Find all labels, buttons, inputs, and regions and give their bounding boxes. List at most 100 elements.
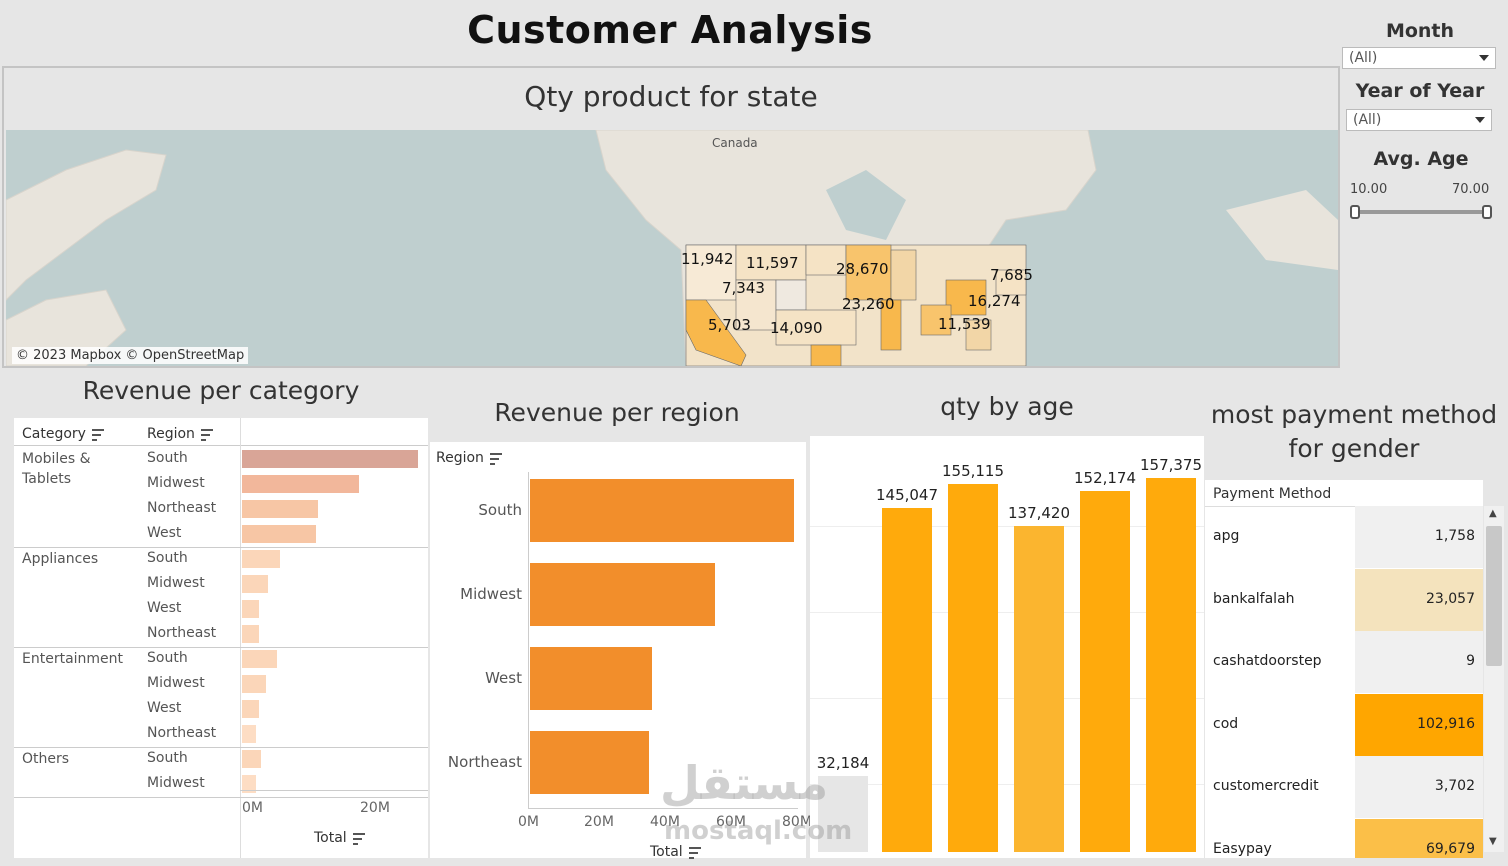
chevron-down-icon <box>1475 117 1485 123</box>
region-label: Northeast <box>147 625 217 641</box>
axis-line <box>528 808 798 809</box>
payment-value: 1,758 <box>1434 528 1475 544</box>
category-bar[interactable] <box>242 675 267 693</box>
column-header-payment-method[interactable]: Payment Method <box>1213 486 1332 502</box>
scrollbar[interactable]: ▲ ▼ <box>1484 506 1504 852</box>
sort-icon[interactable] <box>200 429 213 441</box>
state-value-label: 11,942 <box>681 250 734 268</box>
watermark-text: mostaql.com <box>664 816 853 846</box>
data-label: 145,047 <box>875 485 939 504</box>
category-bar[interactable] <box>242 750 261 768</box>
region-label: South <box>147 750 188 766</box>
column-header-category[interactable]: Category <box>22 426 104 442</box>
axis-line <box>528 472 529 808</box>
age-slider-max-handle[interactable] <box>1482 205 1492 219</box>
region-bar[interactable] <box>530 647 653 710</box>
category-bar[interactable] <box>242 625 260 643</box>
region-label: South <box>147 450 188 466</box>
age-bar[interactable] <box>882 507 932 852</box>
column-header-region-label: Region <box>147 426 195 442</box>
divider <box>14 797 428 798</box>
category-bar[interactable] <box>242 475 360 493</box>
payment-value: 9 <box>1466 653 1475 669</box>
category-bar[interactable] <box>242 775 256 793</box>
axis-tick-label: 20M <box>584 814 614 830</box>
age-bar[interactable] <box>1014 525 1064 852</box>
payment-method-label: cashatdoorstep <box>1213 653 1322 669</box>
region-axis-label: Northeast <box>447 753 522 771</box>
axis-tick-label: 80M <box>782 814 812 830</box>
payment-value-cell[interactable] <box>1355 818 1483 858</box>
payment-method-label: bankalfalah <box>1213 590 1295 607</box>
category-bar[interactable] <box>242 575 268 593</box>
qty-age-chart: 32,184 145,047 155,115 137,420 152,174 157,37… <box>810 436 1204 858</box>
month-select-value: (All) <box>1349 50 1378 66</box>
scroll-up-icon[interactable]: ▲ <box>1489 508 1497 519</box>
sort-icon[interactable] <box>352 833 365 845</box>
divider <box>14 747 428 748</box>
age-min-value: 10.00 <box>1350 182 1388 197</box>
state-value-label: 11,539 <box>938 315 991 333</box>
axis-tick-label: 60M <box>716 814 746 830</box>
sort-icon[interactable] <box>688 847 701 859</box>
payment-value: 23,057 <box>1426 590 1475 607</box>
region-label: Midwest <box>147 575 205 591</box>
axis-line <box>240 790 428 791</box>
axis-tick-label: 40M <box>650 814 680 830</box>
payment-value-cell[interactable] <box>1355 693 1483 756</box>
region-axis-label: Midwest <box>460 585 522 603</box>
gridline <box>810 526 1204 527</box>
category-bar[interactable] <box>242 550 280 568</box>
year-select[interactable]: (All) <box>1346 109 1492 131</box>
category-bar[interactable] <box>242 700 260 718</box>
divider <box>240 418 241 858</box>
region-label: Northeast <box>147 725 217 741</box>
age-bar[interactable] <box>948 483 998 852</box>
revenue-category-table: Category Region Mobiles & Tablets South Mi… <box>14 418 508 858</box>
sort-icon[interactable] <box>91 429 104 441</box>
column-header-category-label: Category <box>22 426 86 442</box>
payment-table: Payment Method apg 1,758 bankalfalah 23,057… <box>1205 480 1483 858</box>
category-label: Entertainment <box>22 651 124 667</box>
scroll-down-icon[interactable]: ▼ <box>1489 836 1497 847</box>
age-slider-track[interactable] <box>1353 210 1488 214</box>
region-bar[interactable] <box>530 731 649 794</box>
age-slider-min-handle[interactable] <box>1350 205 1360 219</box>
state-map[interactable]: Canada 11,942 11,597 28,670 7,685 7,343 … <box>6 130 1338 366</box>
payment-method-label: customercredit <box>1213 778 1319 794</box>
region-bar[interactable] <box>530 563 715 626</box>
column-header-region[interactable]: Region <box>147 426 213 442</box>
age-filter-label: Avg. Age <box>1373 148 1469 170</box>
category-bar[interactable] <box>242 600 260 618</box>
payment-method-label: Easypay <box>1213 840 1272 857</box>
payment-value-cell[interactable] <box>1355 568 1483 631</box>
payment-title-line1: most payment method <box>1210 400 1498 429</box>
category-bar[interactable] <box>242 650 277 668</box>
category-bar[interactable] <box>242 725 256 743</box>
payment-value-cell[interactable] <box>1355 756 1483 818</box>
payment-value-cell[interactable] <box>1355 506 1483 568</box>
revenue-category-title: Revenue per category <box>82 376 360 405</box>
data-label: 157,375 <box>1139 456 1203 475</box>
region-axis-label: South <box>478 501 522 519</box>
scrollbar-thumb[interactable] <box>1486 526 1502 666</box>
category-bar[interactable] <box>242 450 418 468</box>
state-value-label: 28,670 <box>836 260 889 278</box>
qty-age-title: qty by age <box>940 392 1074 421</box>
revenue-region-title: Revenue per region <box>494 398 740 427</box>
region-bar[interactable] <box>530 479 794 542</box>
payment-value-cell[interactable] <box>1355 631 1483 693</box>
region-label: West <box>147 700 182 716</box>
chevron-down-icon <box>1479 55 1489 61</box>
axis-header-region[interactable]: Region <box>436 450 502 466</box>
category-bar[interactable] <box>242 525 317 543</box>
category-bar[interactable] <box>242 500 318 518</box>
age-bar[interactable] <box>1080 490 1130 852</box>
sort-icon[interactable] <box>489 453 502 465</box>
age-bar[interactable] <box>818 775 868 852</box>
age-bar[interactable] <box>1146 478 1196 852</box>
month-select[interactable]: (All) <box>1342 47 1496 69</box>
divider <box>14 445 428 446</box>
payment-method-label: cod <box>1213 715 1239 732</box>
map-title: Qty product for state <box>524 80 818 113</box>
